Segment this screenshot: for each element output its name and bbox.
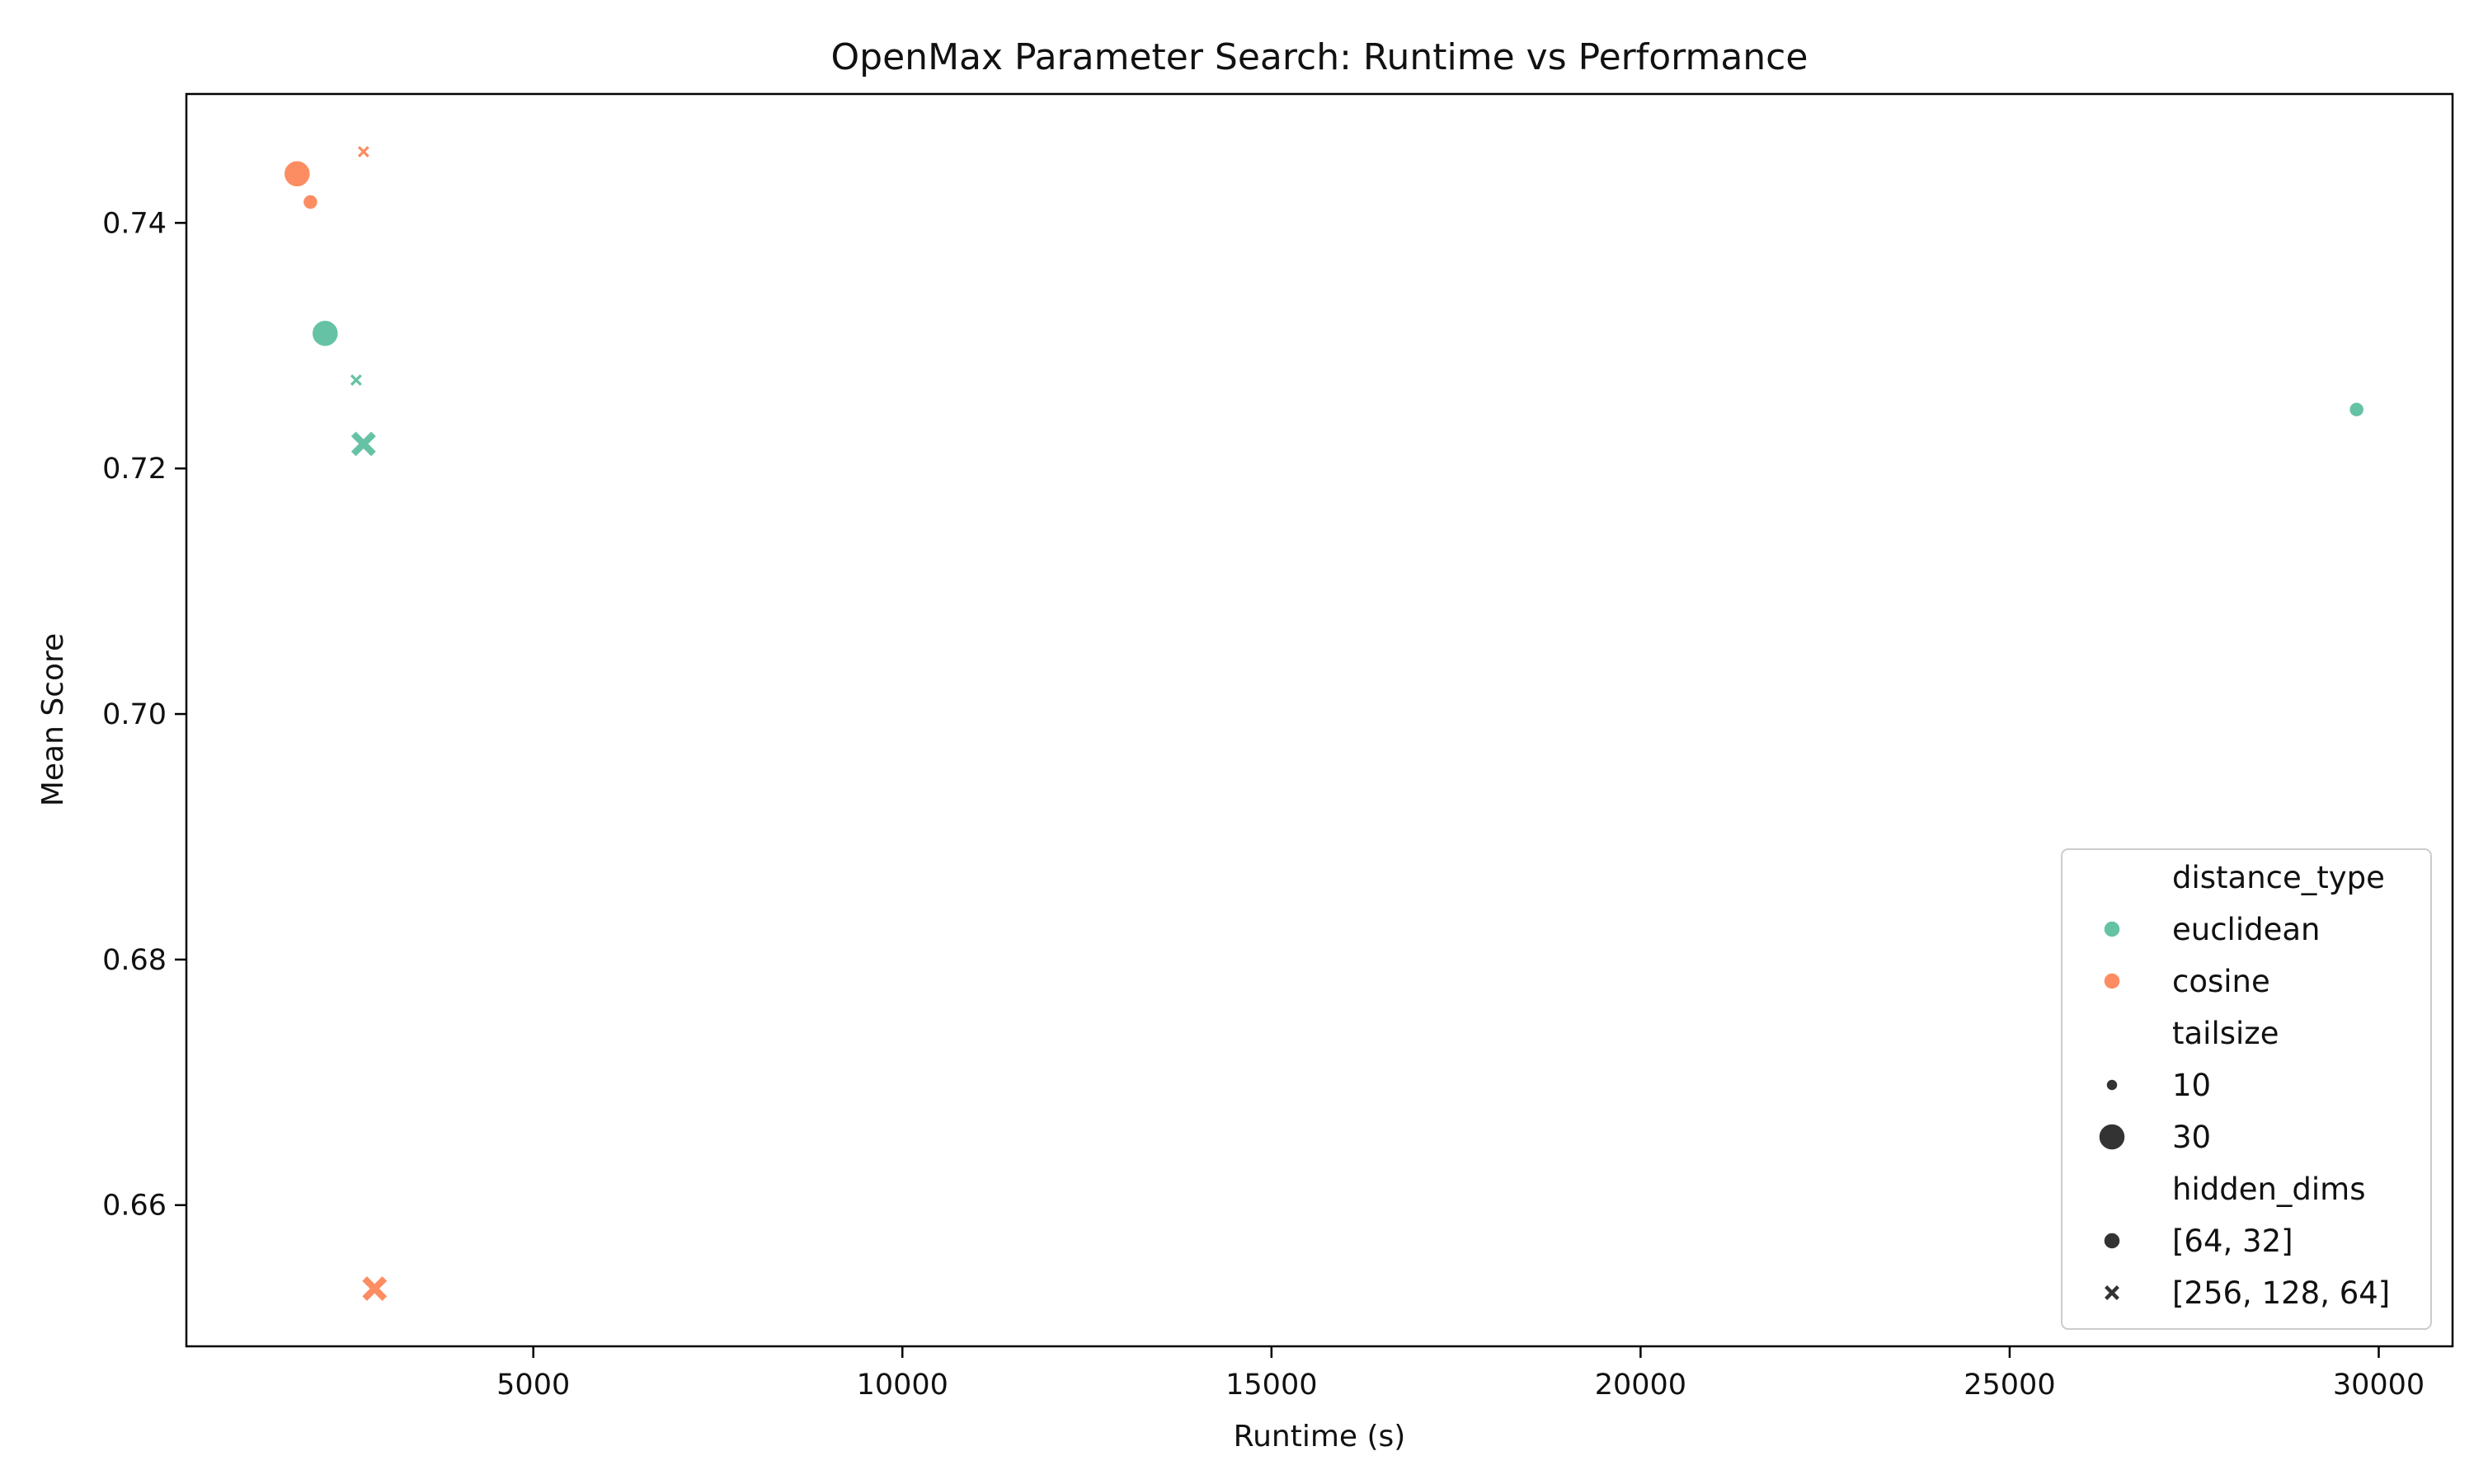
legend-title: hidden_dims [2172,1172,2366,1207]
x-axis: 5000 10000 15000 20000 25000 30000 [496,1346,2425,1402]
x-axis-label: Runtime (s) [1234,1420,1406,1453]
y-axis-label: Mean Score [36,633,70,806]
legend-marker [2102,1283,2122,1303]
legend-title: distance_type [2172,860,2385,895]
legend-marker [2103,1232,2121,1250]
x-tick-label: 25000 [1964,1369,2055,1402]
x-tick-label: 5000 [496,1369,570,1402]
legend: distance_type euclidean cosine tailsize 10 30… [2061,848,2432,1330]
data-point [348,372,364,388]
legend-title: tailsize [2172,1016,2279,1051]
y-tick-label: 0.70 [102,698,167,731]
legend-box [2061,848,2432,1330]
data-point [349,430,378,458]
legend-marker [2105,1078,2119,1092]
legend-marker [2103,972,2121,990]
legend-marker [2103,920,2121,938]
y-tick-label: 0.66 [102,1190,167,1223]
data-point [2348,401,2365,418]
y-axis: 0.66 0.68 0.70 0.72 0.74 [102,207,186,1223]
data-point [360,1274,389,1303]
y-tick-label: 0.74 [102,207,167,240]
legend-label: [64, 32] [2172,1223,2293,1259]
x-tick-label: 15000 [1225,1369,1317,1402]
plot-area [185,92,2454,1348]
x-tick-label: 30000 [2333,1369,2425,1402]
legend-label: [256, 128, 64] [2172,1275,2390,1311]
data-point [302,194,319,210]
data-point [355,143,371,160]
y-tick-label: 0.68 [102,944,167,977]
chart-title: OpenMax Parameter Search: Runtime vs Per… [831,36,1808,78]
x-tick-label: 10000 [857,1369,948,1402]
data-point [311,319,340,348]
x-tick-label: 20000 [1595,1369,1686,1402]
data-points [283,143,2365,1303]
legend-label: euclidean [2172,912,2321,947]
y-tick-label: 0.72 [102,453,167,486]
legend-label: 10 [2172,1068,2211,1103]
legend-label: cosine [2172,964,2270,999]
legend-marker [2098,1123,2126,1151]
legend-label: 30 [2172,1120,2211,1155]
data-point [283,160,312,188]
